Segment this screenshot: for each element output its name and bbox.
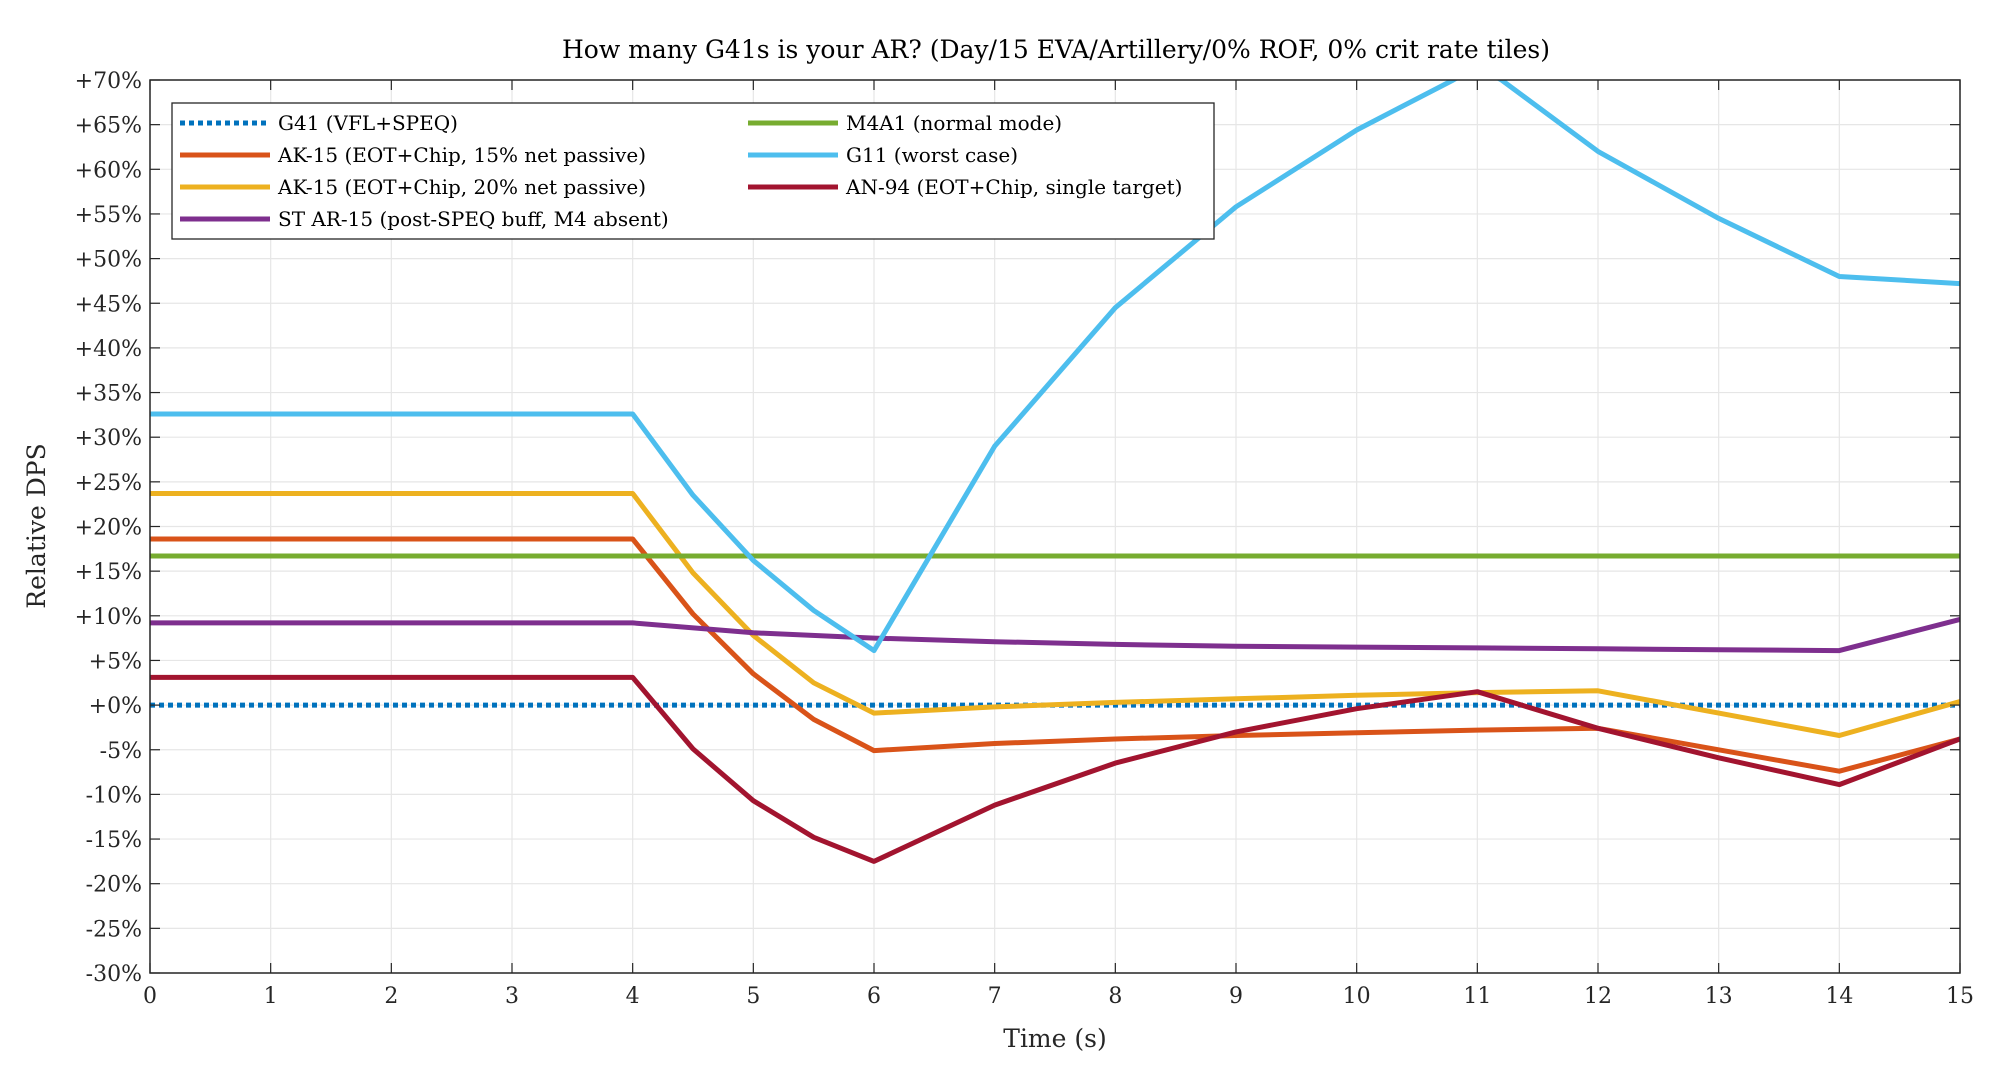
x-tick-label: 9	[1229, 984, 1243, 1009]
series-line-1	[150, 536, 1960, 774]
y-tick-label: -5%	[100, 739, 142, 764]
y-tick-label: +60%	[75, 158, 142, 183]
series-line-5	[150, 80, 1960, 654]
y-tick-label: -10%	[86, 783, 142, 808]
x-tick-label: 5	[746, 984, 760, 1009]
y-tick-label: +55%	[75, 203, 142, 228]
y-tick-label: +30%	[75, 426, 142, 451]
legend-label: AK-15 (EOT+Chip, 20% net passive)	[277, 175, 646, 199]
x-tick-label: 1	[264, 984, 278, 1009]
y-tick-label: +65%	[75, 114, 142, 139]
x-tick-label: 12	[1584, 984, 1612, 1009]
y-tick-label: +45%	[75, 292, 142, 317]
x-axis: 0 1 2 3 4 5 6 7 8 9 10 11 12 13 14 15	[143, 80, 1974, 1009]
y-tick-label: -30%	[86, 962, 142, 987]
y-tick-label: +70%	[75, 69, 142, 94]
y-tick-label: +40%	[75, 337, 142, 362]
y-tick-label: +20%	[75, 516, 142, 541]
chart-title: How many G41s is your AR? (Day/15 EVA/Ar…	[562, 35, 1550, 64]
x-tick-label: 4	[626, 984, 640, 1009]
y-tick-label: +25%	[75, 471, 142, 496]
series-line-2	[150, 491, 1960, 738]
y-tick-label: +10%	[75, 605, 142, 630]
series-layer	[150, 80, 1960, 864]
x-tick-label: 6	[867, 984, 881, 1009]
y-tick-label: -25%	[86, 917, 142, 942]
series-line-3	[150, 616, 1960, 654]
series-line-6	[150, 674, 1960, 864]
x-tick-label: 15	[1946, 984, 1974, 1009]
y-axis: -30% -25% -20% -15% -10% -5% +0% +5% +10% +15% +20…	[75, 69, 1960, 987]
y-tick-label: +35%	[75, 382, 142, 407]
x-tick-label: 10	[1343, 984, 1371, 1009]
x-tick-label: 0	[143, 984, 157, 1009]
legend-label: AN-94 (EOT+Chip, single target)	[845, 175, 1182, 199]
x-tick-label: 11	[1463, 984, 1491, 1009]
y-tick-label: +50%	[75, 248, 142, 273]
x-tick-label: 13	[1705, 984, 1733, 1009]
y-tick-label: +5%	[89, 649, 142, 674]
x-tick-label: 8	[1108, 984, 1122, 1009]
legend-label: G11 (worst case)	[846, 143, 1018, 167]
x-tick-label: 2	[384, 984, 398, 1009]
x-tick-label: 7	[988, 984, 1002, 1009]
legend-label: AK-15 (EOT+Chip, 15% net passive)	[277, 143, 646, 167]
y-axis-label: Relative DPS	[22, 443, 51, 608]
legend-label: M4A1 (normal mode)	[846, 111, 1062, 135]
legend-label: G41 (VFL+SPEQ)	[278, 111, 458, 135]
x-tick-label: 14	[1825, 984, 1853, 1009]
x-axis-label: Time (s)	[1003, 1024, 1106, 1053]
y-tick-label: +0%	[89, 694, 142, 719]
y-tick-label: -20%	[86, 873, 142, 898]
x-tick-label: 3	[505, 984, 519, 1009]
legend-box	[171, 102, 1215, 240]
legend: G41 (VFL+SPEQ) M4A1 (normal mode) AK-15 (E…	[171, 102, 1215, 240]
legend-label: ST AR-15 (post-SPEQ buff, M4 absent)	[278, 207, 669, 231]
y-tick-label: -15%	[86, 828, 142, 853]
y-tick-label: +15%	[75, 560, 142, 585]
